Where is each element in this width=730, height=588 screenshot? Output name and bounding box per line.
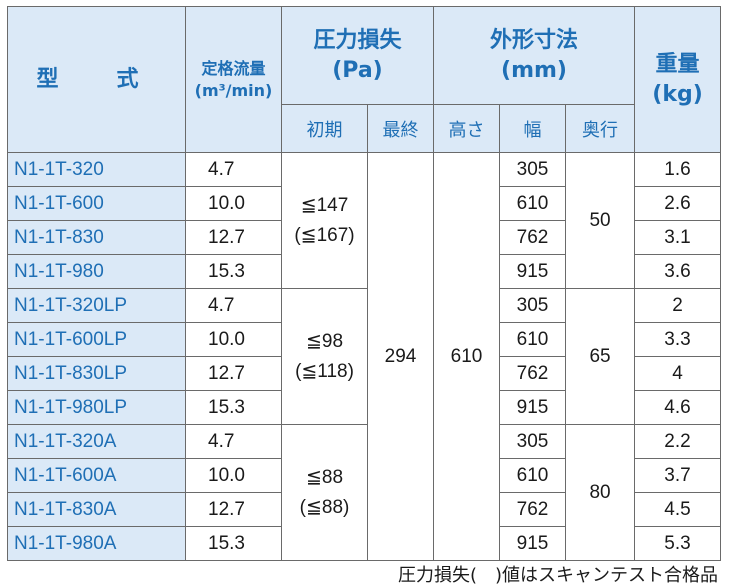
header-model: 型 式: [7, 6, 186, 153]
weight-cell: 5.3: [634, 526, 722, 561]
flow-cell: 12.7: [185, 492, 282, 527]
weight-cell: 2: [634, 288, 722, 323]
table-row: N1-1T-320A 4.7 ≦88 (≦88) 305 80 2.2: [7, 424, 722, 561]
header-height: 高さ: [433, 104, 501, 153]
flow-cell: 4.7: [185, 288, 282, 323]
table-row: N1-1T-600A 10.0 610 3.7: [7, 458, 722, 493]
table-row: N1-1T-320 4.7 ≦147 (≦167) 294 610 305 50 …: [7, 152, 722, 561]
width-cell: 762: [499, 356, 567, 391]
weight-cell: 3.7: [634, 458, 722, 493]
model-cell: N1-1T-600A: [7, 458, 186, 493]
footnote: 圧力損失( )値はスキャンテスト合格品: [397, 565, 718, 586]
width-cell: 610: [499, 322, 567, 357]
width-cell: 610: [499, 186, 567, 221]
weight-cell: 3.1: [634, 220, 722, 255]
model-cell: N1-1T-830A: [7, 492, 186, 527]
table-row: N1-1T-320LP 4.7 ≦98 (≦118) 305 65 2: [7, 288, 722, 425]
flow-cell: 15.3: [185, 254, 282, 289]
weight-cell: 4.5: [634, 492, 722, 527]
width-cell: 762: [499, 492, 567, 527]
width-cell: 762: [499, 220, 567, 255]
model-cell: N1-1T-320: [7, 152, 186, 187]
initial-pressure-cell: ≦98 (≦118): [281, 288, 368, 425]
header-pressure-initial: 初期: [281, 104, 368, 153]
weight-cell: 2.6: [634, 186, 722, 221]
table-row: N1-1T-600 10.0 610 2.6: [7, 186, 722, 221]
flow-cell: 15.3: [185, 526, 282, 561]
flow-cell: 4.7: [185, 424, 282, 459]
weight-cell: 3.3: [634, 322, 722, 357]
height-cell: 610: [433, 152, 501, 561]
model-cell: N1-1T-830LP: [7, 356, 186, 391]
model-cell: N1-1T-830: [7, 220, 186, 255]
header-width: 幅: [499, 104, 567, 153]
table-row: N1-1T-980 15.3 915 3.6: [7, 254, 722, 289]
header-pressure-final: 最終: [366, 104, 435, 153]
weight-cell: 1.6: [634, 152, 722, 187]
width-cell: 610: [499, 458, 567, 493]
model-cell: N1-1T-980: [7, 254, 186, 289]
flow-cell: 15.3: [185, 390, 282, 425]
model-cell: N1-1T-320A: [7, 424, 186, 459]
depth-cell: 50: [565, 152, 636, 289]
width-cell: 915: [499, 526, 567, 561]
header-depth: 奥行: [565, 104, 636, 153]
width-cell: 305: [499, 424, 567, 459]
flow-cell: 10.0: [185, 458, 282, 493]
flow-cell: 12.7: [185, 220, 282, 255]
header-flow: 定格流量 (m³/min): [185, 6, 282, 153]
weight-cell: 3.6: [634, 254, 722, 289]
table-row: N1-1T-830LP 12.7 762 4: [7, 356, 722, 391]
model-cell: N1-1T-980LP: [7, 390, 186, 425]
model-cell: N1-1T-600LP: [7, 322, 186, 357]
width-cell: 915: [499, 254, 567, 289]
table-row: N1-1T-600LP 10.0 610 3.3: [7, 322, 722, 357]
model-cell: N1-1T-320LP: [7, 288, 186, 323]
flow-cell: 10.0: [185, 322, 282, 357]
table-row: N1-1T-830 12.7 762 3.1: [7, 220, 722, 255]
flow-cell: 4.7: [185, 152, 282, 187]
depth-cell: 65: [565, 288, 636, 425]
flow-cell: 12.7: [185, 356, 282, 391]
width-cell: 915: [499, 390, 567, 425]
model-cell: N1-1T-980A: [7, 526, 186, 561]
model-cell: N1-1T-600: [7, 186, 186, 221]
header-pressure: 圧力損失 (Pa): [280, 6, 435, 105]
weight-cell: 2.2: [634, 424, 722, 459]
final-pressure-cell: 294: [366, 152, 435, 561]
flow-cell: 10.0: [185, 186, 282, 221]
header-dimensions: 外形寸法 (mm): [433, 6, 636, 105]
width-cell: 305: [499, 152, 567, 187]
depth-cell: 80: [565, 424, 636, 561]
initial-pressure-cell: ≦147 (≦167): [281, 152, 368, 289]
spec-table: 型 式 定格流量 (m³/min) 圧力損失 (Pa) 外形寸法 (mm) 重量 (kg…: [7, 6, 722, 561]
header-weight: 重量 (kg): [634, 6, 722, 153]
table-row: N1-1T-980A 15.3 915 5.3: [7, 526, 722, 561]
weight-cell: 4.6: [634, 390, 722, 425]
width-cell: 305: [499, 288, 567, 323]
initial-pressure-cell: ≦88 (≦88): [281, 424, 368, 561]
weight-cell: 4: [634, 356, 722, 391]
